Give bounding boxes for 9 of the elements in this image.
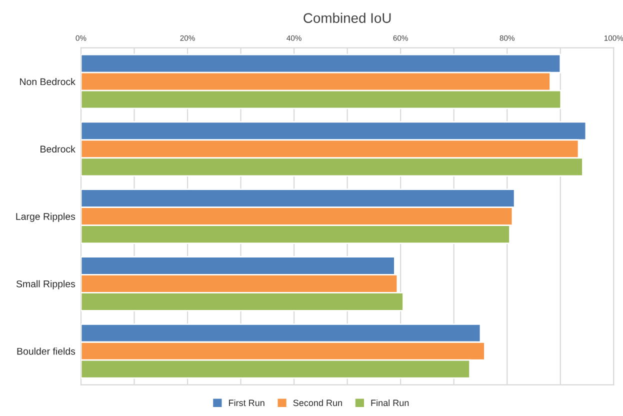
y-tick-label: Bedrock [40,145,76,153]
y-tick-label: Boulder fields [17,348,76,355]
y-tick-label: Large Ripples [16,212,76,222]
legend-label: Second Run [293,399,342,406]
chart-title: Combined IoU [304,12,391,23]
legend-label: Final Run [371,399,409,406]
y-tick-label: Non Bedrock [20,78,76,86]
legend-label: First Run [229,399,264,406]
y-tick-label: Small Ripples [16,280,76,290]
